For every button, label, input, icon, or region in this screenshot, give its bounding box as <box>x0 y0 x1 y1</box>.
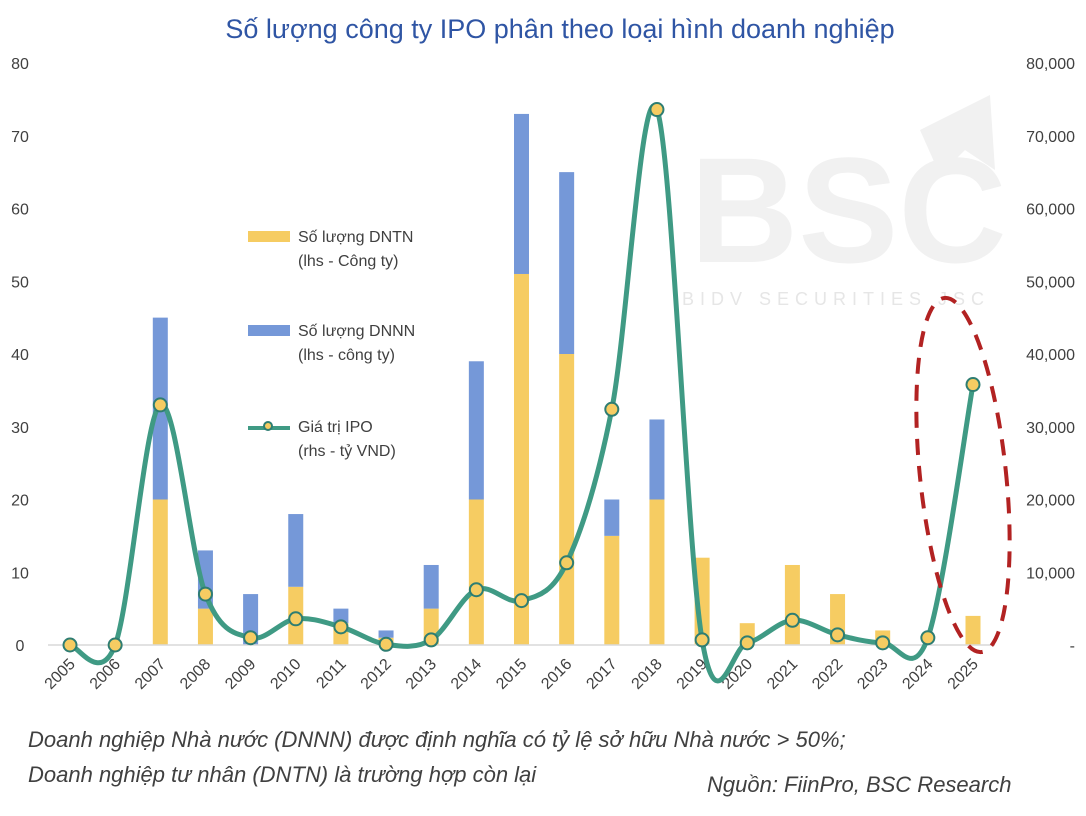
legend-label: Số lượng DNTN <box>298 229 414 246</box>
highlight-ellipse <box>914 295 1012 655</box>
marker-ipo-2006 <box>107 637 123 653</box>
marker-ipo-2007 <box>152 397 168 413</box>
left-axis-tick: 50 <box>11 274 29 291</box>
legend-item-dntn: Số lượng DNTN (lhs - Công ty) <box>248 226 413 274</box>
left-axis-tick: 70 <box>11 129 29 146</box>
source-note: Nguồn: FiinPro, BSC Research <box>707 772 1012 797</box>
legend-item-ipo-value: Giá trị IPO (rhs - tỷ VND) <box>248 416 396 464</box>
marker-ipo-2018 <box>649 102 665 118</box>
right-axis-tick: 50,000 <box>1026 274 1075 291</box>
marker-ipo-2019 <box>694 632 710 648</box>
marker-ipo-2008 <box>197 586 213 602</box>
marker-ipo-2015 <box>514 593 529 609</box>
marker-ipo-2010 <box>288 611 304 627</box>
marker-ipo-2014 <box>468 582 484 598</box>
bar-dntn-2016 <box>559 354 575 645</box>
marker-ipo-2009 <box>243 630 259 646</box>
left-axis-tick: 80 <box>11 56 29 73</box>
marker-ipo-2022 <box>830 627 846 643</box>
marker-ipo-2013 <box>423 632 439 648</box>
x-axis-tick-2023: 2023 <box>854 656 891 693</box>
bar-dntn-2018 <box>649 499 665 645</box>
watermark-arrow <box>920 95 995 175</box>
legend-label: Số lượng DNNN <box>298 323 416 340</box>
bar-dntn-2007 <box>152 499 168 645</box>
note-line-1: Doanh nghiệp Nhà nước (DNNN) được định n… <box>28 727 846 752</box>
x-axis-tick-2014: 2014 <box>448 656 485 693</box>
bar-dnnn-2013 <box>423 564 439 609</box>
x-axis-tick-2025: 2025 <box>945 656 982 693</box>
right-axis-tick: 80,000 <box>1026 56 1075 73</box>
marker-ipo-2020 <box>739 635 755 651</box>
bar-dnnn-2016 <box>559 172 575 354</box>
marker-ipo-2012 <box>378 636 394 652</box>
x-axis-tick-2018: 2018 <box>629 656 666 693</box>
right-axis-tick: - <box>1070 638 1075 655</box>
bar-dntn-2015 <box>514 273 529 645</box>
left-axis-tick: 60 <box>11 202 29 219</box>
left-axis-tick: 40 <box>11 347 29 364</box>
legend-sublabel: (lhs - công ty) <box>298 347 395 364</box>
bar-dntn-2021 <box>784 564 800 645</box>
marker-ipo-2016 <box>559 555 575 571</box>
legend-swatch-line <box>248 420 290 431</box>
right-axis-tick: 10,000 <box>1026 565 1075 582</box>
bar-dnnn-2011 <box>333 608 349 624</box>
bar-dntn-2017 <box>604 535 620 645</box>
x-axis-tick-2011: 2011 <box>313 656 349 692</box>
x-axis-tick-2016: 2016 <box>538 656 575 693</box>
marker-ipo-2023 <box>875 635 891 651</box>
right-axis-tick: 70,000 <box>1026 129 1075 146</box>
right-axis-tick: 60,000 <box>1026 202 1075 219</box>
right-axis-tick: 20,000 <box>1026 493 1075 510</box>
x-axis-tick-2008: 2008 <box>177 656 214 693</box>
marker-ipo-2025 <box>965 377 981 393</box>
x-axis-tick-2013: 2013 <box>403 656 440 693</box>
x-axis-tick-2017: 2017 <box>583 656 620 693</box>
left-axis-tick: 0 <box>16 638 25 655</box>
x-axis-tick-2009: 2009 <box>222 656 259 693</box>
left-axis-tick: 10 <box>11 565 29 582</box>
marker-ipo-2017 <box>604 401 620 417</box>
marker-ipo-2005 <box>62 637 78 653</box>
bar-dntn-2025 <box>965 615 981 645</box>
bar-dnnn-2014 <box>468 361 484 500</box>
right-axis-tick: 30,000 <box>1026 420 1075 437</box>
legend-swatch-dnnn <box>248 325 290 336</box>
left-axis-tick: 20 <box>11 493 29 510</box>
line-ipo-value <box>69 103 976 684</box>
legend-swatch-dntn <box>248 231 290 242</box>
chart-title: Số lượng công ty IPO phân theo loại hình… <box>225 14 895 44</box>
marker-ipo-2024 <box>920 630 936 646</box>
legend-sublabel: (rhs - tỷ VND) <box>298 443 396 460</box>
x-axis-tick-2024: 2024 <box>899 656 936 693</box>
x-axis-tick-2007: 2007 <box>132 656 169 693</box>
x-axis-tick-2005: 2005 <box>42 656 79 693</box>
legend-item-dnnn: Số lượng DNNN (lhs - công ty) <box>248 320 415 368</box>
legend-sublabel: (lhs - Công ty) <box>298 253 399 270</box>
right-axis-tick: 40,000 <box>1026 347 1075 364</box>
x-axis-tick-2010: 2010 <box>267 656 304 693</box>
bar-dnnn-2010 <box>288 514 304 587</box>
x-axis-tick-2012: 2012 <box>358 656 395 693</box>
bar-dnnn-2018 <box>649 419 665 500</box>
note-line-2: Doanh nghiệp tư nhân (DNTN) là trường hợ… <box>28 762 537 787</box>
x-axis-tick-2021: 2021 <box>764 656 801 693</box>
marker-ipo-2021 <box>784 612 800 628</box>
legend-label: Giá trị IPO <box>298 419 373 436</box>
bar-dnnn-2015 <box>514 113 529 274</box>
x-axis-tick-2022: 2022 <box>809 656 846 693</box>
x-axis-tick-2015: 2015 <box>493 656 530 693</box>
bar-dntn-2008 <box>197 608 213 645</box>
watermark-tagline: BIDV SECURITIES JSC <box>682 289 990 309</box>
bar-dnnn-2017 <box>604 499 620 536</box>
left-axis-tick: 30 <box>11 420 29 437</box>
marker-ipo-2011 <box>333 619 349 635</box>
bar-dnnn-2012 <box>378 630 394 638</box>
bar-dntn-2014 <box>468 499 484 645</box>
